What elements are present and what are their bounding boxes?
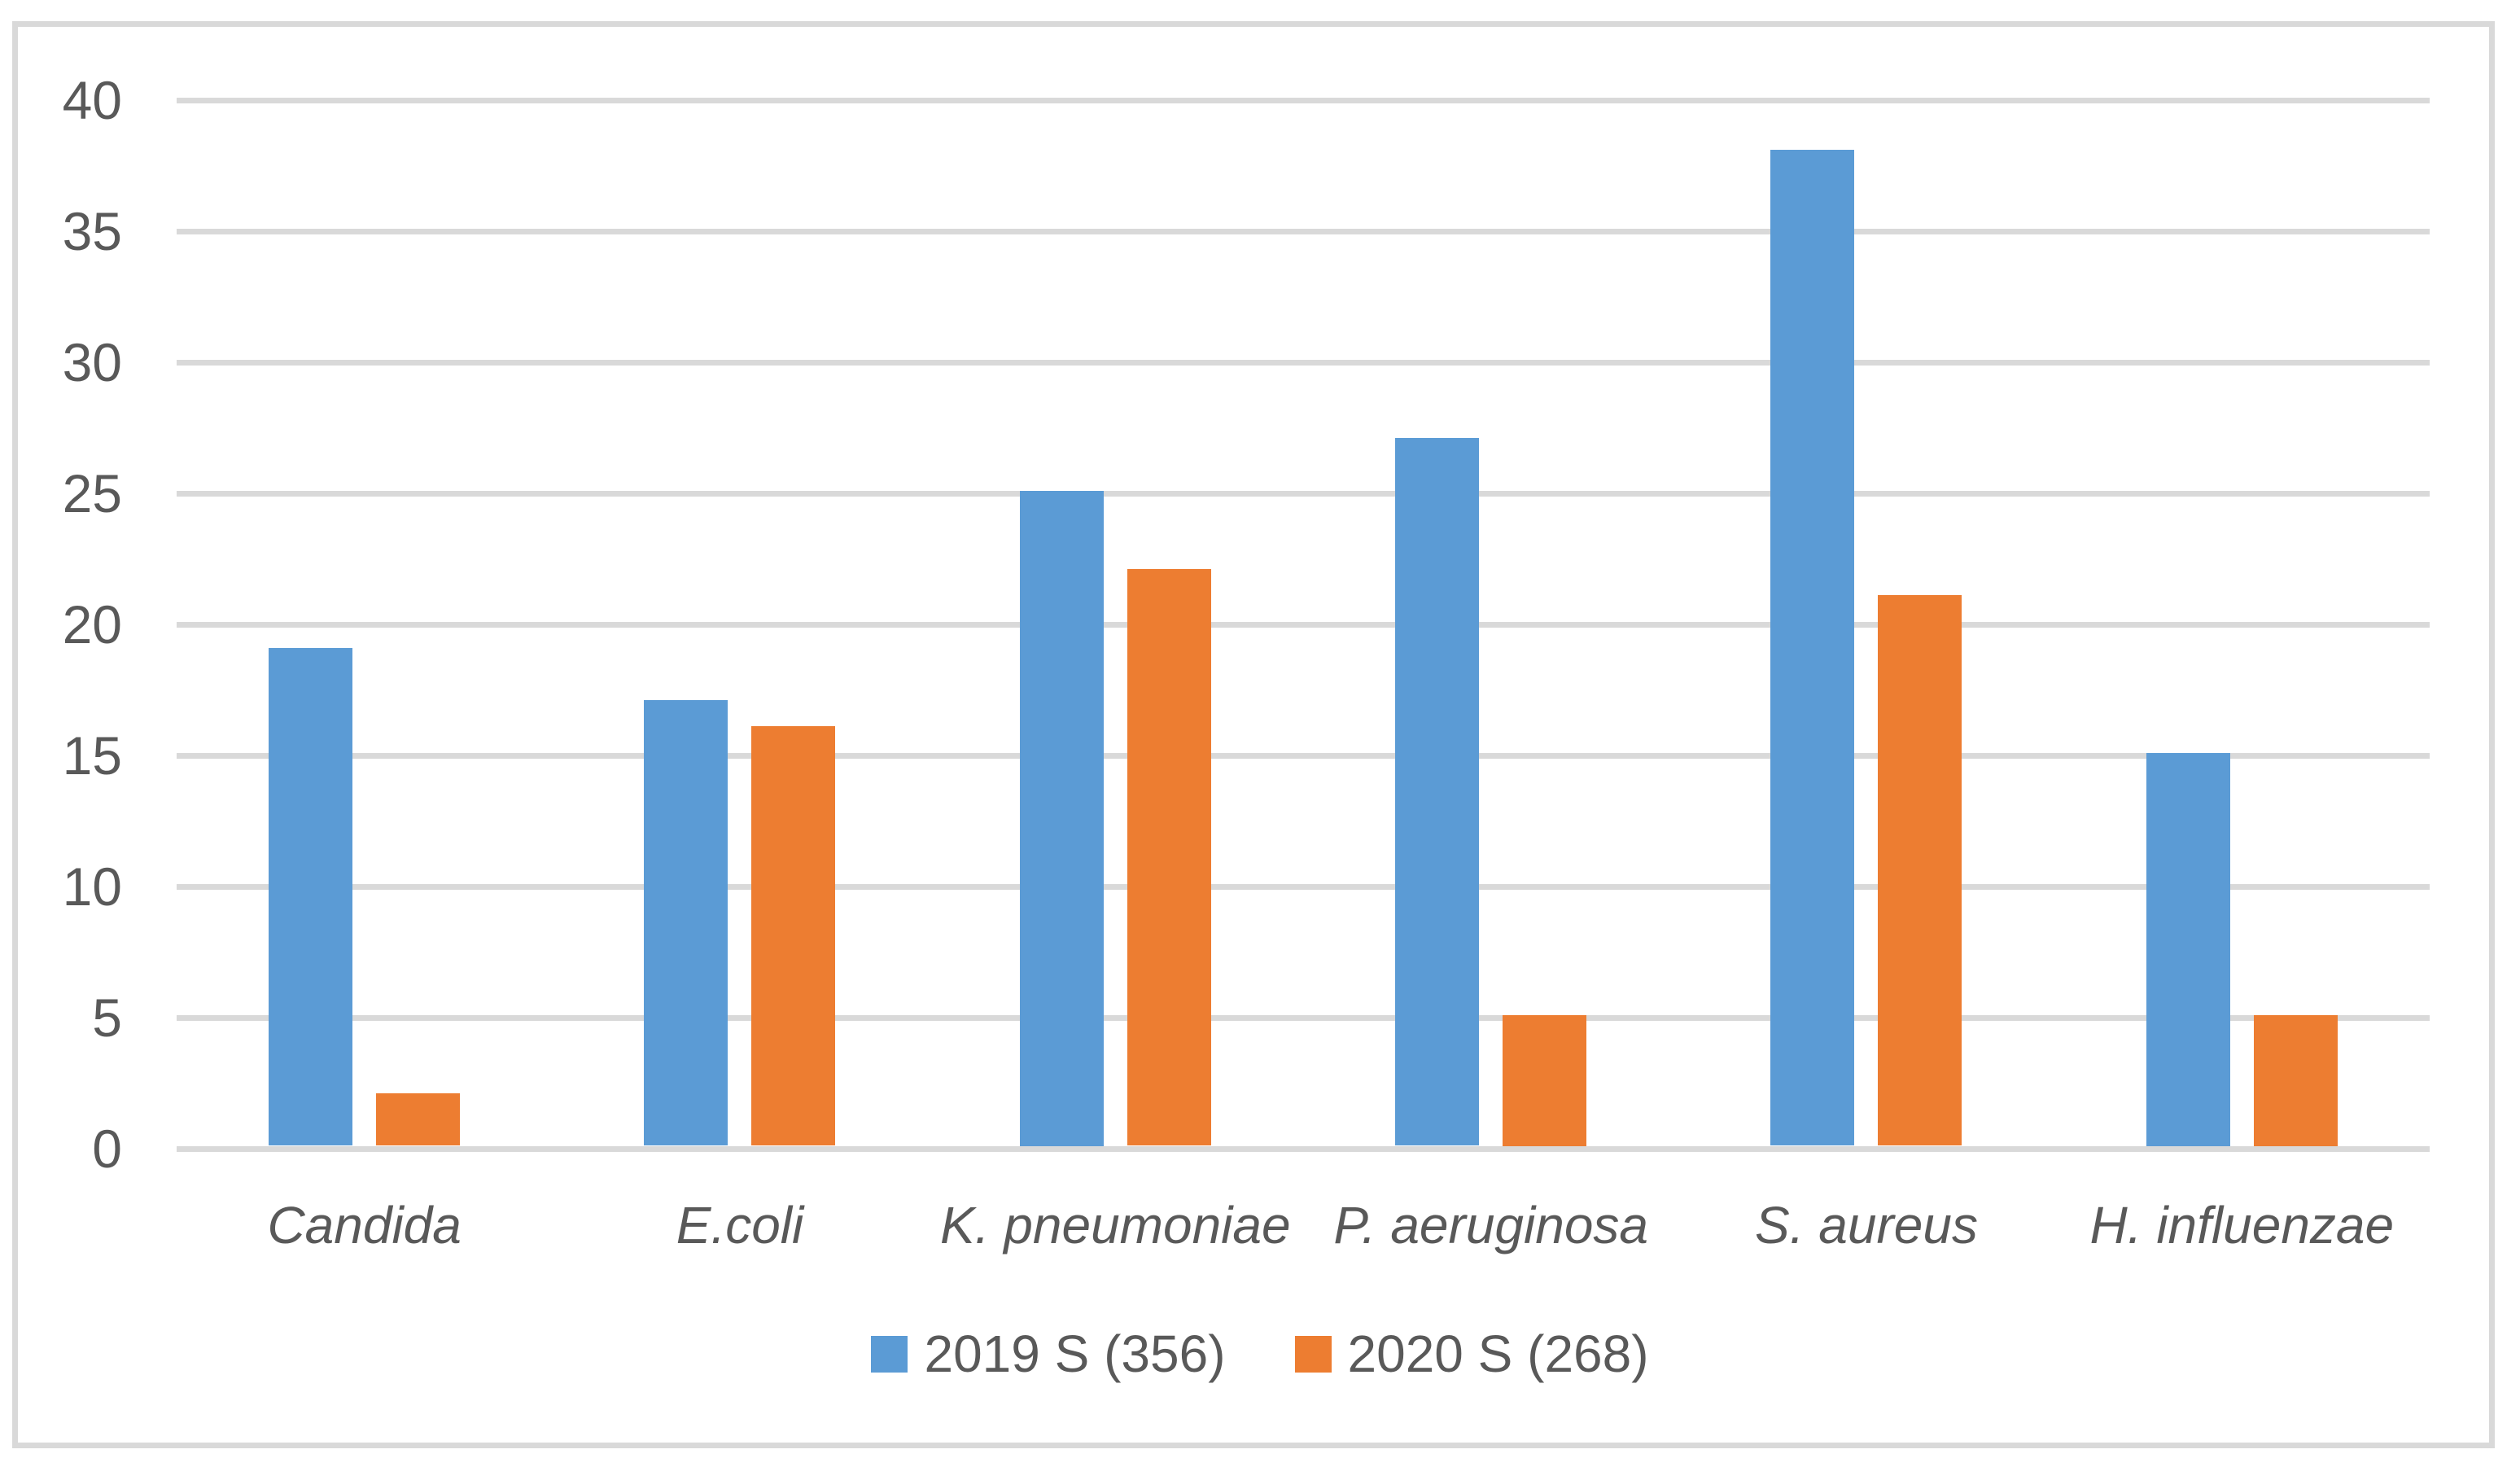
legend-label-2019: 2019 S (356) <box>924 1325 1226 1383</box>
bar-2020-h-influenzae <box>2254 1014 2338 1146</box>
gridline-40 <box>177 97 2430 103</box>
bar-2020-p-aeruginosa <box>1503 1014 1586 1146</box>
y-tick-label-30: 30 <box>62 332 122 392</box>
y-tick-label-20: 20 <box>62 594 122 655</box>
gridline-10 <box>177 883 2430 890</box>
y-tick-label-0: 0 <box>92 1119 122 1179</box>
legend-swatch-2020 <box>1294 1335 1332 1373</box>
category-label-e-coli: E.coli <box>676 1196 804 1254</box>
chart-border <box>12 21 2495 1448</box>
y-tick-label-15: 15 <box>62 725 122 786</box>
legend-item-2019: 2019 S (356) <box>871 1325 1226 1383</box>
bar-2019-e-coli <box>644 700 728 1146</box>
y-tick-label-5: 5 <box>92 987 122 1048</box>
bar-2020-k-pneumoniae <box>1127 569 1211 1146</box>
bar-2019-s-aureus <box>1770 149 1854 1146</box>
y-tick-label-25: 25 <box>62 463 122 523</box>
category-label-h-influenzae: H. influenzae <box>2089 1196 2395 1254</box>
bar-2019-candida <box>269 647 352 1146</box>
gridline-25 <box>177 490 2430 497</box>
bar-2020-e-coli <box>751 726 835 1146</box>
gridline-0 <box>177 1145 2430 1152</box>
bar-2020-s-aureus <box>1878 595 1962 1146</box>
category-label-p-aeruginosa: P. aeruginosa <box>1333 1196 1648 1254</box>
bar-2019-p-aeruginosa <box>1395 438 1479 1146</box>
y-tick-label-10: 10 <box>62 856 122 917</box>
category-label-s-aureus: S. aureus <box>1755 1196 1978 1254</box>
gridline-35 <box>177 228 2430 234</box>
gridline-15 <box>177 752 2430 759</box>
category-label-k-pneumoniae: K. pneumoniae <box>940 1196 1291 1254</box>
category-label-candida: Candida <box>267 1196 462 1254</box>
bar-2019-h-influenzae <box>2146 752 2230 1146</box>
bar-2020-candida <box>376 1093 460 1146</box>
gridline-5 <box>177 1014 2430 1021</box>
legend-swatch-2019 <box>871 1335 908 1373</box>
gridline-30 <box>177 359 2430 366</box>
y-tick-label-40: 40 <box>62 70 122 130</box>
gridline-20 <box>177 621 2430 628</box>
legend-label-2020: 2020 S (268) <box>1347 1325 1649 1383</box>
legend-item-2020: 2020 S (268) <box>1294 1325 1649 1383</box>
legend: 2019 S (356) 2020 S (268) <box>0 1325 2520 1382</box>
bar-2019-k-pneumoniae <box>1020 490 1104 1146</box>
y-tick-label-35: 35 <box>62 201 122 261</box>
